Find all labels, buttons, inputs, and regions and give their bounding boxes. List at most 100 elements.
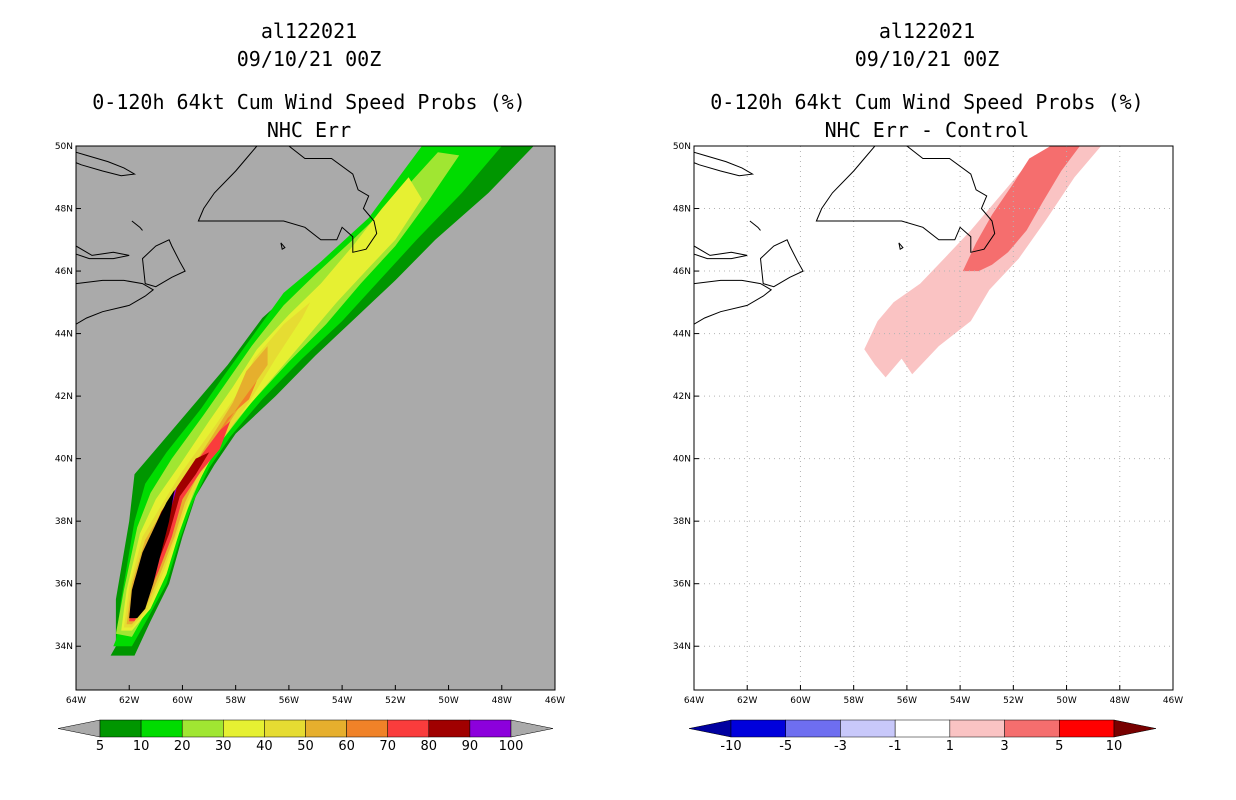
- y-tick-label: 42N: [673, 392, 691, 402]
- colorbar-label: 1: [946, 739, 954, 754]
- x-tick-label: 56W: [897, 696, 917, 706]
- coastline-segment: [694, 245, 748, 260]
- colorbar-swatch: [264, 719, 306, 738]
- coastline-segment: [694, 151, 755, 177]
- y-tick-label: 44N: [673, 330, 691, 340]
- colorbar-right-arrow: [510, 719, 554, 738]
- x-tick-label: 60W: [790, 696, 810, 706]
- coastline-segment: [131, 220, 143, 231]
- colorbar-label: 10: [133, 739, 150, 754]
- colorbar-swatch: [305, 719, 347, 738]
- colorbar-label: 90: [462, 739, 479, 754]
- colorbar-label: 30: [215, 739, 232, 754]
- colorbar-swatch: [428, 719, 471, 738]
- coastline-segment: [675, 174, 688, 196]
- colorbar-label: 10: [1106, 739, 1123, 754]
- left-colorbar: 5 10 20 30 40 50 60 70 80 90 100: [57, 719, 554, 754]
- x-tick-label: 48W: [1110, 696, 1130, 706]
- colorbar-swatch: [99, 719, 142, 738]
- coastline-segment: [759, 239, 804, 288]
- y-tick-label: 40N: [673, 455, 691, 465]
- colorbar-swatch: [1059, 719, 1115, 738]
- colorbar-label: 100: [499, 739, 524, 754]
- right-colorbar: -10 -5 -3 -1 1 3 5 10: [688, 719, 1157, 754]
- colorbar-label: 60: [338, 739, 355, 754]
- colorbar-label: 70: [379, 739, 396, 754]
- y-tick-label: 34N: [55, 642, 73, 652]
- colorbar-swatch: [181, 719, 224, 738]
- right-axes: 64W 62W 60W 58W 56W 54W 52W 50W 48W 46W 34N 36N 38N 4…: [673, 142, 1183, 706]
- x-tick-label: 50W: [438, 696, 458, 706]
- x-tick-label: 58W: [225, 696, 245, 706]
- colorbar-swatch: [894, 719, 951, 738]
- colorbar-label: 3: [1000, 739, 1008, 754]
- right-grid: [694, 146, 1173, 690]
- colorbar-swatch: [387, 719, 430, 738]
- coastline-segment: [898, 242, 904, 250]
- colorbar-label: 20: [174, 739, 191, 754]
- y-tick-label: 46N: [673, 267, 691, 277]
- contour-100-10: [129, 489, 175, 619]
- contour-1-1: [733, 555, 740, 581]
- y-tick-label: 34N: [673, 642, 691, 652]
- colorbar-swatch: [785, 719, 841, 738]
- coastline-segment: [197, 146, 378, 253]
- left-title: 0-120h 64kt Cum Wind Speed Probs (%): [92, 90, 525, 114]
- x-tick-label: 64W: [66, 696, 86, 706]
- y-tick-label: 38N: [55, 517, 73, 527]
- colorbar-swatch: [223, 719, 265, 738]
- x-tick-label: 48W: [492, 696, 512, 706]
- right-plot-background: [694, 146, 1173, 690]
- x-tick-label: 52W: [385, 696, 405, 706]
- y-tick-label: 42N: [55, 392, 73, 402]
- y-tick-label: 48N: [55, 205, 73, 215]
- colorbar-swatch: [346, 719, 388, 738]
- x-tick-label: 46W: [545, 696, 565, 706]
- colorbar-label: -5: [779, 739, 792, 754]
- x-tick-label: 58W: [843, 696, 863, 706]
- right-date: 09/10/21 00Z: [855, 47, 1000, 71]
- x-tick-label: 52W: [1003, 696, 1023, 706]
- coastline-segment: [749, 220, 761, 231]
- panel-left: al122021 09/10/21 00Z 0-120h 64kt Cum Wi…: [55, 19, 565, 754]
- y-tick-label: 44N: [55, 330, 73, 340]
- y-tick-label: 50N: [55, 142, 73, 152]
- colorbar-label: -3: [834, 739, 847, 754]
- y-tick-label: 48N: [673, 205, 691, 215]
- colorbar-label: -1: [889, 739, 902, 754]
- colorbar-label: 5: [1055, 739, 1063, 754]
- x-tick-label: 64W: [684, 696, 704, 706]
- coastline-segment: [76, 245, 130, 260]
- right-storm-id: al122021: [879, 19, 975, 43]
- right-coastline: [675, 146, 996, 325]
- coastline-segment: [57, 174, 70, 196]
- x-tick-label: 54W: [950, 696, 970, 706]
- colorbar-swatch: [140, 719, 183, 738]
- colorbar-label: 50: [297, 739, 314, 754]
- x-tick-label: 60W: [172, 696, 192, 706]
- right-difference-fills: [733, 146, 1126, 581]
- coastline-segment: [694, 279, 773, 325]
- contour-5-3: [962, 146, 1080, 272]
- panel-right: al122021 09/10/21 00Z 0-120h 64kt Cum Wi…: [673, 19, 1183, 754]
- right-title: 0-120h 64kt Cum Wind Speed Probs (%): [710, 90, 1143, 114]
- y-tick-label: 40N: [55, 455, 73, 465]
- x-tick-label: 50W: [1056, 696, 1076, 706]
- colorbar-right-arrow: [1113, 719, 1157, 738]
- x-tick-label: 62W: [119, 696, 139, 706]
- left-plot-frame: [75, 145, 556, 691]
- x-tick-label: 54W: [332, 696, 352, 706]
- contour-30-3: [121, 177, 422, 631]
- right-subtitle: NHC Err - Control: [825, 118, 1030, 142]
- left-axes: 64W 62W 60W 58W 56W 54W 52W 50W 48W 46W 34N 36N 38N 4…: [55, 142, 565, 706]
- left-storm-id: al122021: [261, 19, 357, 43]
- y-tick-label: 38N: [673, 517, 691, 527]
- colorbar-swatch: [1004, 719, 1060, 738]
- colorbar-label: 80: [421, 739, 438, 754]
- colorbar-label: 5: [96, 739, 104, 754]
- colorbar-left-arrow: [57, 719, 101, 738]
- colorbar-label: 40: [256, 739, 273, 754]
- colorbar-left-arrow: [688, 719, 732, 738]
- coastline-segment: [280, 242, 286, 250]
- y-tick-label: 36N: [673, 580, 691, 590]
